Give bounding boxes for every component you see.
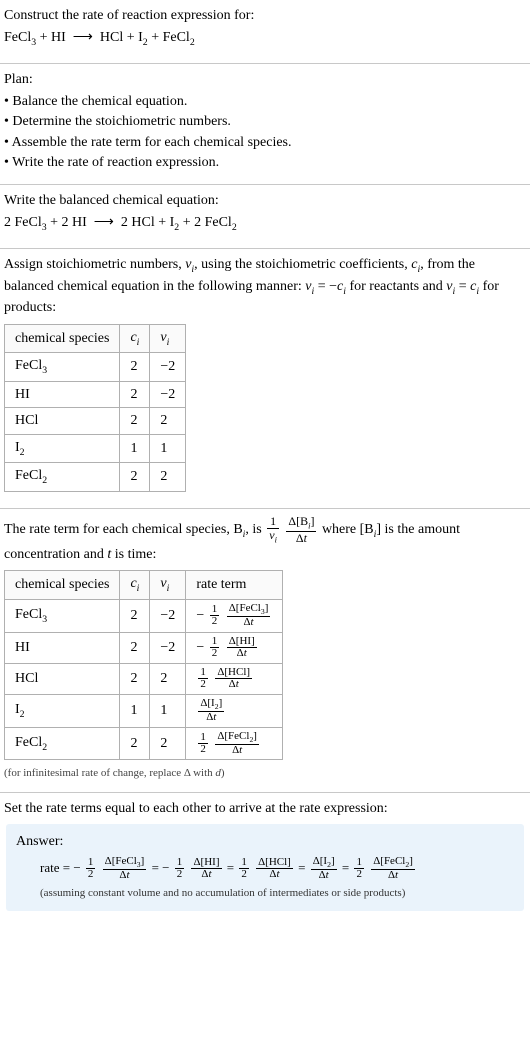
- table-row: FeCl32−2− 12 Δ[FeCl3]Δt: [5, 599, 283, 632]
- answer-box: Answer: rate = − 12 Δ[FeCl3]Δt = − 12 Δ[…: [6, 824, 524, 911]
- rateterm-section: The rate term for each chemical species,…: [0, 509, 530, 793]
- answer-label: Answer:: [16, 832, 514, 852]
- answer-note: (assuming constant volume and no accumul…: [16, 886, 514, 901]
- answer-equation: rate = − 12 Δ[FeCl3]Δt = − 12 Δ[HI]Δt = …: [16, 856, 514, 882]
- rateterm-intro: The rate term for each chemical species,…: [4, 515, 526, 564]
- plan-title: Plan:: [4, 70, 526, 90]
- plan-item: • Balance the chemical equation.: [4, 92, 526, 112]
- table-cell: HCl: [5, 408, 120, 435]
- plan-item: • Assemble the rate term for each chemic…: [4, 133, 526, 153]
- rateterm-footnote: (for infinitesimal rate of change, repla…: [4, 766, 526, 781]
- table-cell: 1: [150, 434, 186, 463]
- table-cell: −2: [150, 353, 186, 382]
- balanced-section: Write the balanced chemical equation: 2 …: [0, 185, 530, 249]
- final-section: Set the rate terms equal to each other t…: [0, 793, 530, 931]
- table-cell: 2: [120, 381, 150, 408]
- table-header: rate term: [186, 571, 283, 600]
- table-row: HCl22: [5, 408, 186, 435]
- table-cell: 1: [120, 694, 150, 727]
- table-row: FeCl22212 Δ[FeCl2]Δt: [5, 727, 283, 760]
- table-cell: 2: [150, 727, 186, 760]
- table-header: chemical species: [5, 571, 120, 600]
- table-cell: I2: [5, 434, 120, 463]
- rateterm-table: chemical speciesciνirate term FeCl32−2− …: [4, 570, 283, 760]
- table-row: HCl2212 Δ[HCl]Δt: [5, 663, 283, 694]
- prompt-text: Construct the rate of reaction expressio…: [4, 6, 526, 26]
- table-cell: FeCl2: [5, 727, 120, 760]
- table-row: HI2−2: [5, 381, 186, 408]
- plan-item: • Determine the stoichiometric numbers.: [4, 112, 526, 132]
- table-cell: FeCl3: [5, 599, 120, 632]
- table-cell: 2: [120, 599, 150, 632]
- table-cell: 2: [150, 463, 186, 492]
- rate-term-cell: Δ[I2]Δt: [186, 694, 283, 727]
- table-row: FeCl32−2: [5, 353, 186, 382]
- table-cell: 2: [150, 663, 186, 694]
- final-title: Set the rate terms equal to each other t…: [4, 799, 526, 819]
- table-row: FeCl222: [5, 463, 186, 492]
- table-cell: 2: [120, 353, 150, 382]
- balanced-equation: 2 FeCl3 + 2 HI ⟶ 2 HCl + I2 + 2 FeCl2: [4, 213, 526, 235]
- table-cell: 2: [120, 632, 150, 663]
- rate-term-cell: 12 Δ[HCl]Δt: [186, 663, 283, 694]
- stoich-table: chemical speciesciνi FeCl32−2HI2−2HCl22I…: [4, 324, 186, 492]
- table-cell: −2: [150, 599, 186, 632]
- rate-term-cell: − 12 Δ[HI]Δt: [186, 632, 283, 663]
- rate-term-cell: 12 Δ[FeCl2]Δt: [186, 727, 283, 760]
- balanced-title: Write the balanced chemical equation:: [4, 191, 526, 211]
- table-cell: −2: [150, 381, 186, 408]
- table-cell: 1: [120, 434, 150, 463]
- plan-item: • Write the rate of reaction expression.: [4, 153, 526, 173]
- table-cell: HI: [5, 381, 120, 408]
- table-cell: 2: [120, 463, 150, 492]
- prompt-section: Construct the rate of reaction expressio…: [0, 0, 530, 64]
- table-header: ci: [120, 571, 150, 600]
- table-row: HI2−2− 12 Δ[HI]Δt: [5, 632, 283, 663]
- table-header: chemical species: [5, 324, 120, 353]
- prompt-equation: FeCl3 + HI ⟶ HCl + I2 + FeCl2: [4, 28, 526, 50]
- table-cell: 1: [150, 694, 186, 727]
- table-header: νi: [150, 324, 186, 353]
- table-cell: 2: [120, 408, 150, 435]
- table-cell: I2: [5, 694, 120, 727]
- table-header: νi: [150, 571, 186, 600]
- table-cell: FeCl2: [5, 463, 120, 492]
- table-row: I211Δ[I2]Δt: [5, 694, 283, 727]
- plan-items: • Balance the chemical equation.• Determ…: [4, 92, 526, 173]
- table-cell: 2: [150, 408, 186, 435]
- table-cell: HI: [5, 632, 120, 663]
- table-cell: −2: [150, 632, 186, 663]
- table-cell: HCl: [5, 663, 120, 694]
- table-cell: 2: [120, 727, 150, 760]
- table-cell: 2: [120, 663, 150, 694]
- stoich-section: Assign stoichiometric numbers, νi, using…: [0, 249, 530, 509]
- table-row: I211: [5, 434, 186, 463]
- stoich-intro: Assign stoichiometric numbers, νi, using…: [4, 255, 526, 318]
- table-cell: FeCl3: [5, 353, 120, 382]
- plan-section: Plan: • Balance the chemical equation.• …: [0, 64, 530, 185]
- rate-term-cell: − 12 Δ[FeCl3]Δt: [186, 599, 283, 632]
- table-header: ci: [120, 324, 150, 353]
